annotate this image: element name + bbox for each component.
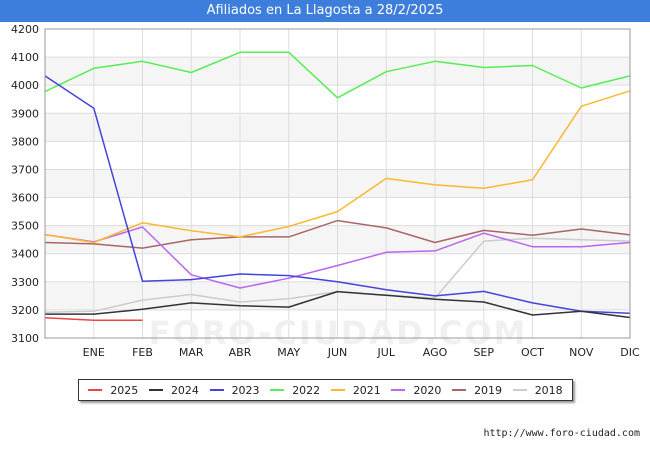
y-tick-label: 3600 xyxy=(11,192,39,205)
y-tick-label: 3500 xyxy=(11,220,39,233)
series xyxy=(44,51,631,322)
legend: 2025 2024 2023 2022 2021 2020 2019 2018 xyxy=(78,379,573,401)
legend-item-2019: 2019 xyxy=(452,384,502,397)
legend-item-2024: 2024 xyxy=(148,383,199,397)
legend-label: 2025 xyxy=(110,383,139,397)
x-tick-label: DIC xyxy=(620,346,640,359)
x-tick-label: MAY xyxy=(277,346,300,359)
legend-item-2021: 2021 xyxy=(330,383,381,397)
y-tick-label: 3200 xyxy=(11,304,39,317)
legend-swatch xyxy=(270,389,285,391)
grid xyxy=(44,28,631,339)
legend-swatch xyxy=(209,389,224,391)
y-tick-label: 4100 xyxy=(11,51,39,64)
series-line-2021 xyxy=(44,90,631,244)
series-line-2023 xyxy=(44,75,631,315)
legend-label: 2024 xyxy=(170,383,199,397)
legend-label: 2021 xyxy=(352,383,381,397)
y-tick-label: 3900 xyxy=(11,107,39,120)
y-tick-label: 3100 xyxy=(11,332,39,345)
series-line-2025 xyxy=(44,317,143,322)
legend-swatch xyxy=(148,389,163,391)
x-tick-label: AGO xyxy=(423,346,448,359)
y-tick-label: 4000 xyxy=(11,79,39,92)
legend-swatch xyxy=(330,389,345,391)
series-line-2020 xyxy=(44,226,631,289)
legend-swatch xyxy=(391,389,406,391)
legend-label: 2022 xyxy=(292,383,321,397)
x-tick-label: MAR xyxy=(179,346,204,359)
axes: 3100 3200 3300 3400 3500 3600 3700 3800 3900 4000… xyxy=(11,23,640,359)
y-tick-label: 3800 xyxy=(11,135,39,148)
legend-item-2022: 2022 xyxy=(270,384,320,397)
line-chart: FORO-CIUDAD.COM 3100 3200 3300 3400 3500 3600… xyxy=(11,23,640,359)
y-tick-label: 3700 xyxy=(11,163,39,176)
x-tick-label: ENE xyxy=(83,346,105,359)
x-tick-label: ABR xyxy=(229,346,252,359)
legend-label: 2018 xyxy=(534,383,563,397)
x-tick-label: JUN xyxy=(327,346,348,359)
legend-swatch xyxy=(88,389,103,391)
x-tick-label: OCT xyxy=(521,346,544,359)
y-tick-label: 3400 xyxy=(11,248,39,261)
source-url[interactable]: http://www.foro-ciudad.com xyxy=(483,428,640,439)
watermark: FORO-CIUDAD.COM xyxy=(149,314,528,352)
legend-label: 2019 xyxy=(474,383,503,397)
y-tick-label: 4200 xyxy=(11,23,39,36)
legend-item-2025: 2025 xyxy=(88,384,138,397)
legend-swatch xyxy=(512,389,527,391)
legend-label: 2023 xyxy=(231,383,260,397)
series-line-2024 xyxy=(45,290,631,319)
legend-swatch xyxy=(452,389,467,391)
series-line-2022 xyxy=(44,51,631,99)
x-tick-label: FEB xyxy=(132,346,153,359)
legend-item-2023: 2023 xyxy=(209,383,260,397)
legend-item-2020: 2020 xyxy=(391,384,441,397)
y-tick-label: 3300 xyxy=(11,276,39,289)
legend-item-2018: 2018 xyxy=(512,383,563,397)
x-tick-label: JUL xyxy=(377,346,396,359)
series-line-2019 xyxy=(44,219,631,249)
x-tick-label: SEP xyxy=(473,346,494,359)
legend-label: 2020 xyxy=(413,383,442,397)
x-tick-label: NOV xyxy=(569,346,594,359)
plot-border xyxy=(44,28,631,339)
chart-title: Afiliados en La Llagosta a 28/2/2025 xyxy=(0,0,650,22)
